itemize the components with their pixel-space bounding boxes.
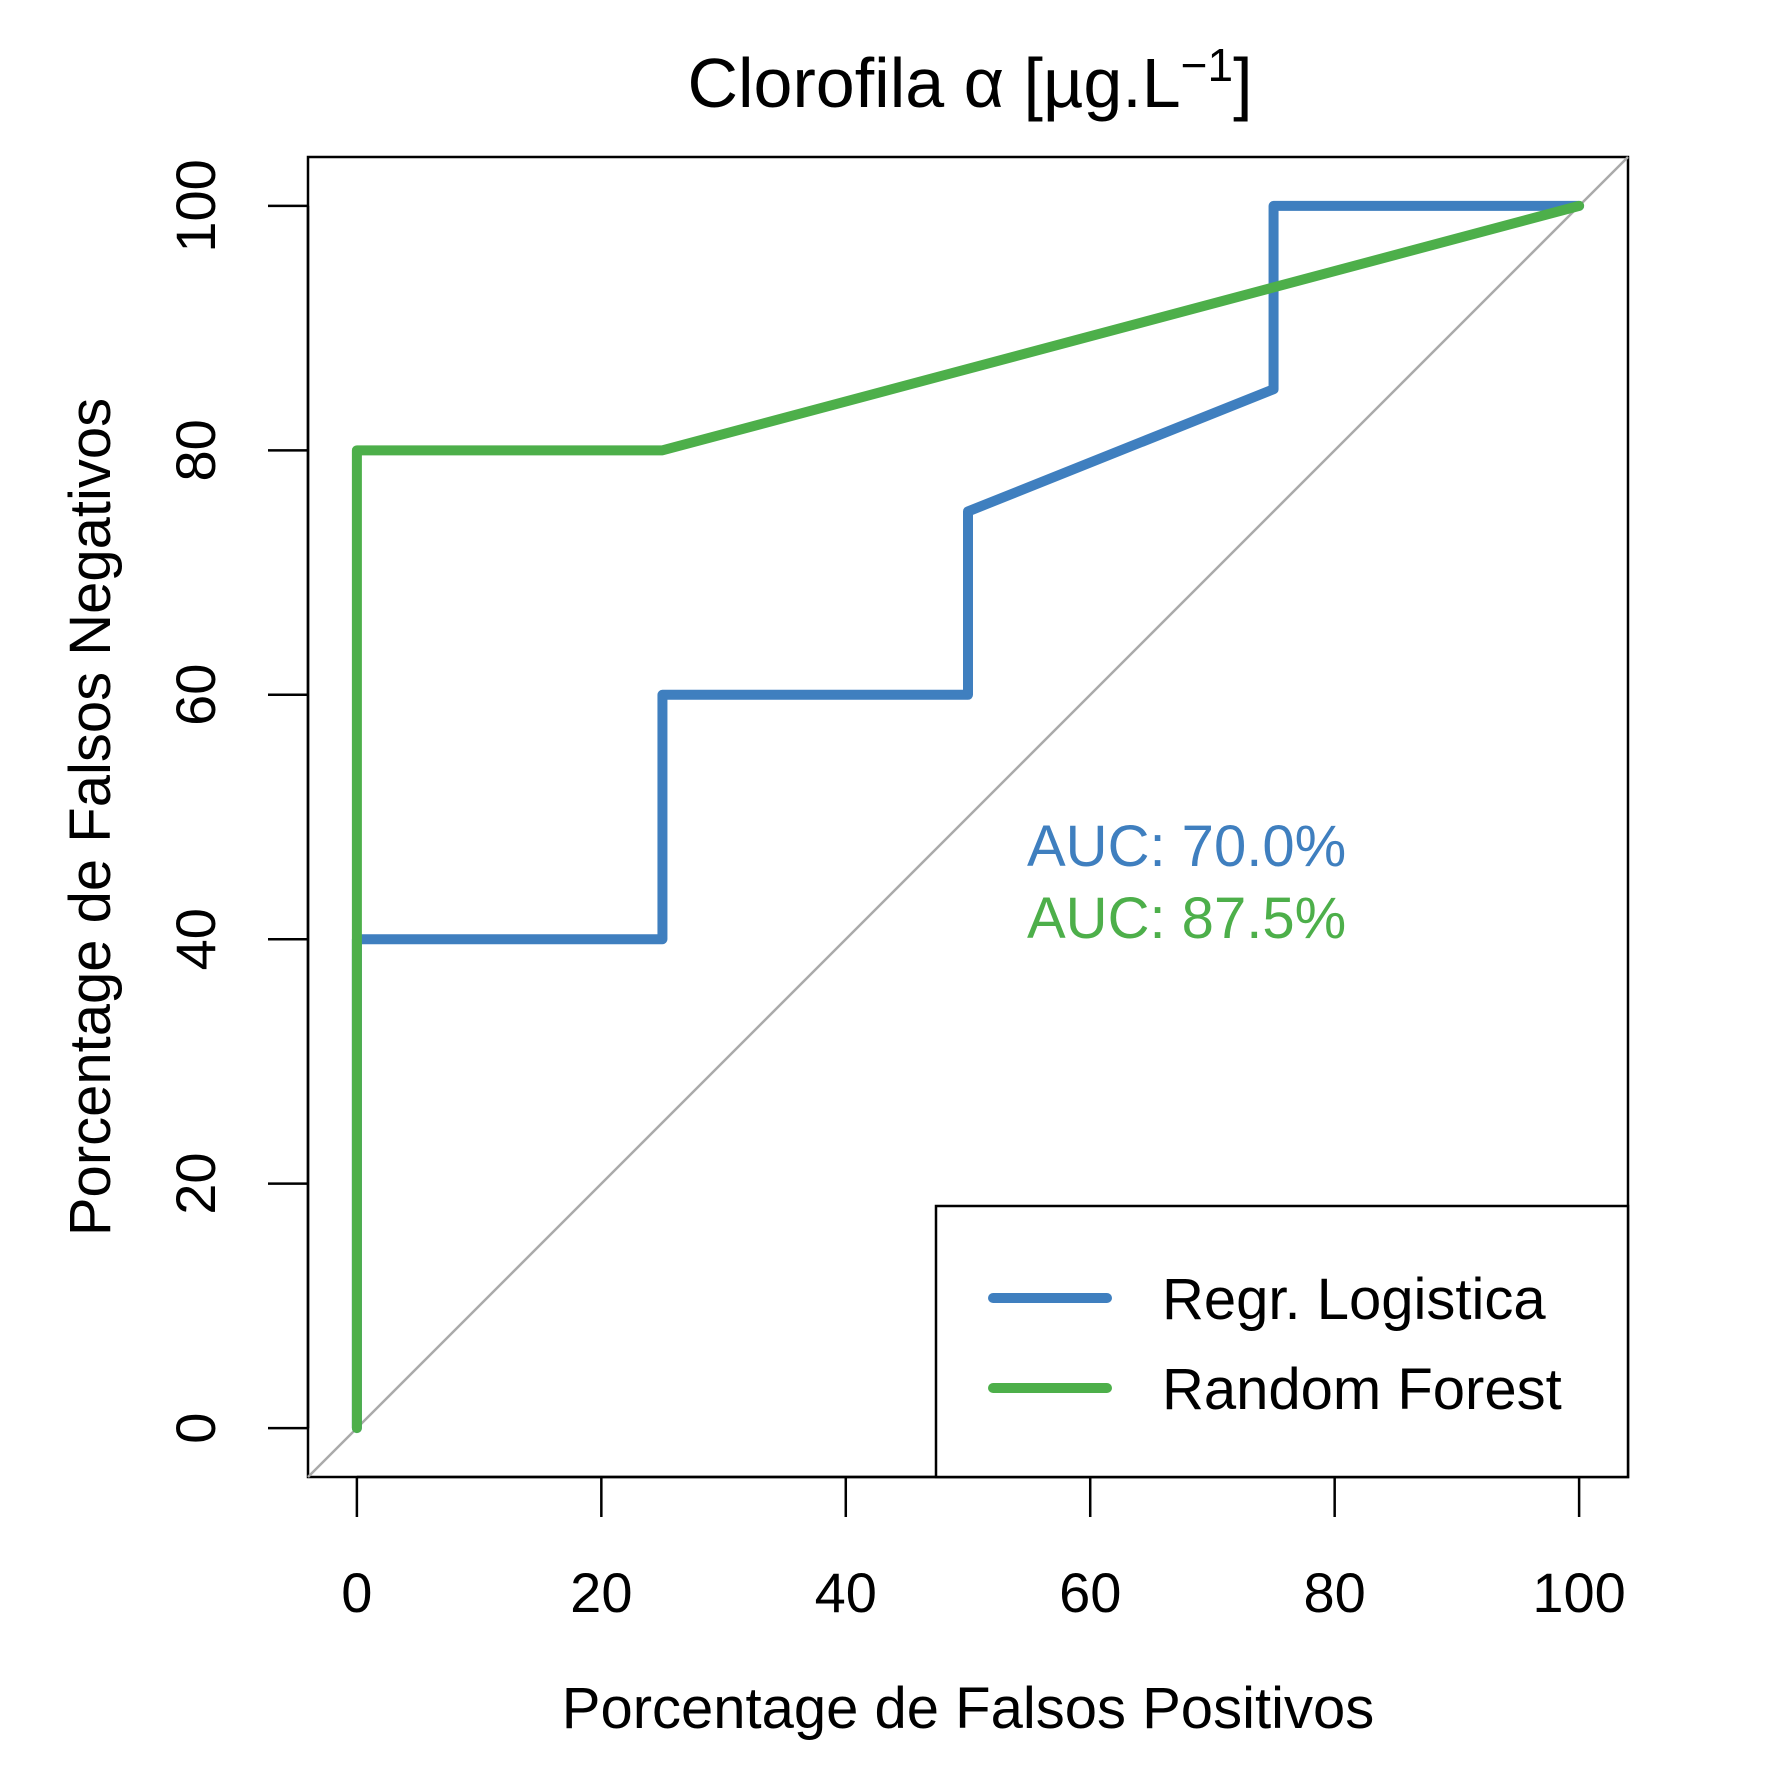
auc-annotation-random-forest: AUC: 87.5% xyxy=(1027,886,1346,951)
auc-annotation-logistic: AUC: 70.0% xyxy=(1027,814,1346,879)
x-tick-label: 100 xyxy=(1532,1561,1625,1624)
y-tick-label: 40 xyxy=(164,908,227,970)
y-axis: 0 20 40 60 80 100 xyxy=(164,159,310,1444)
reference-diagonal-line xyxy=(307,156,1629,1478)
x-tick-label: 80 xyxy=(1304,1561,1366,1624)
x-tick-label: 20 xyxy=(570,1561,632,1624)
reference-diagonal xyxy=(307,156,1629,1478)
x-tick-label: 0 xyxy=(341,1561,372,1624)
y-tick-label: 20 xyxy=(164,1153,227,1215)
y-tick-label: 60 xyxy=(164,664,227,726)
chart-title: Clorofila α [µg.L−1] xyxy=(687,39,1252,122)
chart-title-main: Clorofila α [µg.L xyxy=(687,44,1180,122)
series-line-random-forest xyxy=(351,200,1585,1434)
series-group xyxy=(351,200,1585,1434)
legend: Regr. Logistica Random Forest xyxy=(934,1204,1630,1479)
x-axis: 0 20 40 60 80 100 xyxy=(341,1475,1626,1624)
chart-title-superscript: −1 xyxy=(1181,39,1233,91)
x-tick-label: 60 xyxy=(1059,1561,1121,1624)
legend-box xyxy=(934,1204,1630,1479)
y-tick-label: 100 xyxy=(164,159,227,252)
legend-label-random-forest: Random Forest xyxy=(1162,1357,1562,1422)
series-line-regr-logistica xyxy=(351,200,1585,1434)
x-axis-label: Porcentage de Falsos Positivos xyxy=(562,1676,1374,1741)
y-tick-label: 0 xyxy=(164,1413,227,1444)
legend-label-regr-logistica: Regr. Logistica xyxy=(1162,1267,1546,1332)
y-tick-label: 80 xyxy=(164,419,227,481)
x-tick-label: 40 xyxy=(815,1561,877,1624)
y-axis-label: Porcentage de Falsos Negativos xyxy=(58,398,123,1236)
chart-title-suffix: ] xyxy=(1233,44,1252,122)
